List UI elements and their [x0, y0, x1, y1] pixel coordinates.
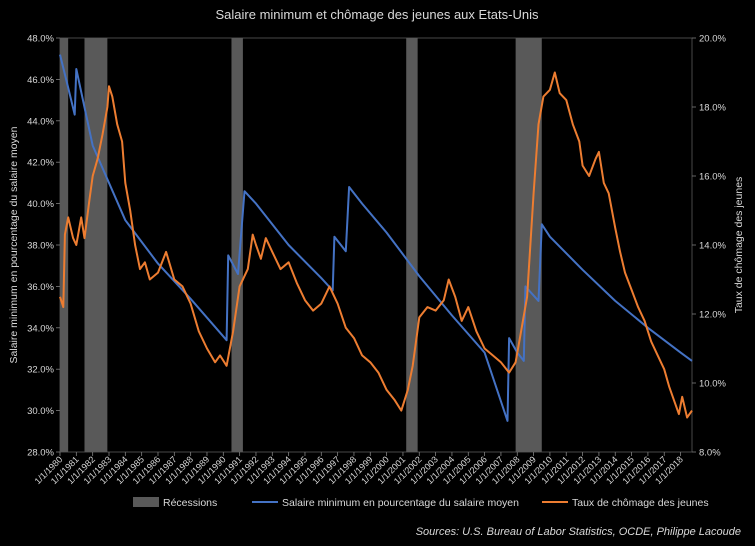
series-line-minimum-wage [59, 54, 693, 422]
recession-band [515, 38, 542, 452]
series-line-youth-unemployment [59, 71, 693, 419]
left-tick-label: 34.0% [27, 323, 54, 334]
recession-band [406, 38, 418, 452]
right-tick-label: 14.0% [699, 241, 726, 252]
recession-band [231, 38, 243, 452]
right-tick-label: 12.0% [699, 310, 726, 321]
left-tick-label: 32.0% [27, 365, 54, 376]
source-note: Sources: U.S. Bureau of Labor Statistics… [416, 526, 741, 538]
legend-label-youth-unemployment: Taux de chômage des jeunes [572, 497, 709, 509]
chart-title: Salaire minimum et chômage des jeunes au… [216, 7, 539, 22]
right-axis-ticks: 8.0% 10.0% 12.0% 14.0% 16.0% 18.0% 20.0% [692, 34, 726, 459]
legend-swatch-recessions [133, 497, 159, 507]
left-tick-label: 30.0% [27, 406, 54, 417]
left-tick-label: 38.0% [27, 241, 54, 252]
right-tick-label: 16.0% [699, 172, 726, 183]
right-tick-label: 8.0% [699, 448, 721, 459]
legend: Récessions Salaire minimum en pourcentag… [133, 497, 709, 509]
legend-label-recessions: Récessions [163, 497, 217, 509]
left-tick-label: 42.0% [27, 158, 54, 169]
left-tick-label: 40.0% [27, 199, 54, 210]
left-axis-ticks: 28.0% 30.0% 32.0% 34.0% 36.0% 38.0% 40.0% 42.0%… [27, 34, 60, 459]
left-tick-label: 28.0% [27, 448, 54, 459]
right-tick-label: 18.0% [699, 103, 726, 114]
legend-label-minimum-wage: Salaire minimum en pourcentage du salair… [282, 497, 519, 509]
right-tick-label: 20.0% [699, 34, 726, 45]
right-tick-label: 10.0% [699, 379, 726, 390]
left-tick-label: 46.0% [27, 75, 54, 86]
right-axis-label: Taux de chômage des jeunes [733, 177, 745, 314]
recession-band [84, 38, 108, 452]
left-tick-label: 36.0% [27, 282, 54, 293]
left-tick-label: 44.0% [27, 116, 54, 127]
left-axis-label: Salaire minimum en pourcentage du salair… [8, 126, 20, 363]
left-tick-label: 48.0% [27, 34, 54, 45]
